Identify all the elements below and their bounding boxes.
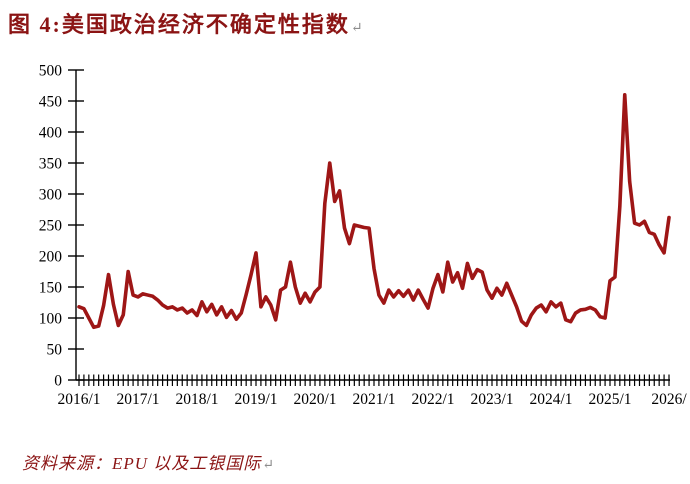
figure-title-text: 图 4:美国政治经济不确定性指数 (8, 12, 350, 37)
x-axis-label: 2016/1 (57, 391, 100, 408)
y-axis-label: 200 (39, 249, 63, 266)
y-axis-label: 0 (54, 373, 62, 390)
chart-area: 0 50 100 150 200 250 300 350 400 450 500 2016/1 2017… (39, 63, 688, 409)
y-axis-ticks: 0 50 100 150 200 250 300 350 400 450 500 (39, 63, 84, 390)
y-axis-label: 400 (39, 125, 63, 142)
x-axis-label: 2025/1 (588, 391, 631, 408)
source-note: 资料来源：EPU 以及工银国际↵ (22, 449, 274, 474)
return-mark-icon: ↵ (262, 458, 275, 473)
x-axis-label: 2019/1 (234, 391, 277, 408)
figure-title: 图 4:美国政治经济不确定性指数↵ (8, 7, 363, 39)
x-axis-label: 2022/1 (411, 391, 454, 408)
x-axis-label: 2026/ (651, 391, 687, 408)
x-axis-label: 2021/1 (352, 391, 395, 408)
y-axis-label: 50 (47, 342, 63, 359)
epu-line-chart: 0 50 100 150 200 250 300 350 400 450 500 2016/1 2017… (39, 63, 688, 409)
y-axis-label: 450 (39, 94, 63, 111)
x-axis-label: 2018/1 (175, 391, 218, 408)
x-axis-labels: 2016/1 2017/1 2018/1 2019/1 2020/1 2021/1 2022… (57, 391, 687, 408)
y-axis-label: 350 (39, 156, 63, 173)
source-note-text: 资料来源：EPU 以及工银国际 (22, 454, 262, 473)
y-axis-label: 300 (39, 187, 63, 204)
x-axis-label: 2023/1 (470, 391, 513, 408)
x-axis-label: 2020/1 (293, 391, 336, 408)
return-mark-icon: ↵ (350, 21, 363, 36)
x-axis-label: 2017/1 (116, 391, 159, 408)
x-axis-label: 2024/1 (529, 391, 572, 408)
y-axis-label: 100 (39, 311, 63, 328)
epu-series-line (77, 93, 671, 330)
x-axis-minor-ticks (78, 374, 670, 386)
y-axis-label: 250 (39, 218, 63, 235)
y-axis-label: 150 (39, 280, 63, 297)
y-axis-label: 500 (39, 63, 63, 80)
